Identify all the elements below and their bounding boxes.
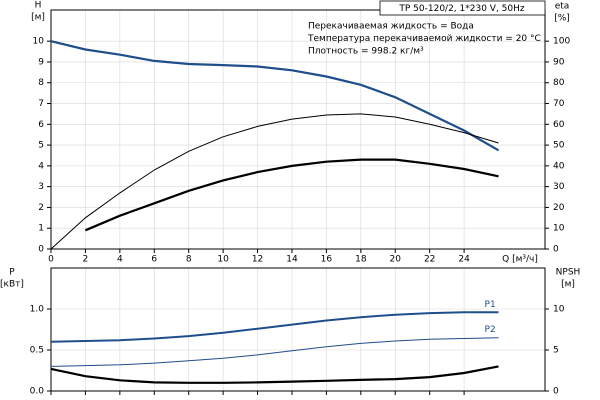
x-tick-label: 0 — [48, 255, 54, 265]
annotation: Температура перекачиваемой жидкости = 20… — [307, 34, 541, 44]
series-label: P2 — [485, 325, 496, 335]
y-tick-label: 8 — [38, 78, 44, 88]
y2-tick-label: 60 — [553, 120, 565, 130]
y-tick-label: 7 — [38, 99, 44, 109]
y-axis-label: [кВт] — [0, 280, 24, 290]
y-tick-label: 1 — [38, 224, 44, 234]
y-tick-label: 0 — [38, 245, 44, 255]
y-tick-label: 0.0 — [30, 387, 45, 397]
x-tick-label: 10 — [217, 255, 229, 265]
y-tick-label: 2 — [38, 203, 44, 213]
y2-axis-label: [%] — [554, 14, 570, 24]
y2-axis-label: eta — [555, 2, 570, 12]
y2-tick-label: 10 — [553, 224, 565, 234]
plot-frame — [50, 9, 546, 250]
series-line — [84, 158, 499, 232]
y-tick-label: 6 — [38, 120, 44, 130]
y2-tick-label: 0 — [553, 245, 559, 255]
series-line — [50, 365, 499, 384]
x-axis-label: Q [м³/ч] — [502, 255, 538, 265]
x-tick-label: 2 — [83, 255, 89, 265]
annotation: Перекачиваемая жидкость = Вода — [308, 22, 474, 32]
x-tick-label: 16 — [321, 255, 333, 265]
y-tick-label: 4 — [38, 161, 44, 171]
y-tick-label: 0.5 — [30, 346, 44, 356]
y-tick-label: 3 — [38, 182, 44, 192]
y2-tick-label: 70 — [553, 99, 565, 109]
y2-tick-label: 100 — [553, 37, 570, 47]
x-tick-label: 20 — [390, 255, 402, 265]
y-axis-label: H — [35, 1, 42, 11]
series-line — [50, 337, 499, 367]
annotation: Плотность = 998.2 кг/м³ — [308, 47, 424, 57]
title-box — [379, 0, 546, 16]
y-tick-label: 9 — [38, 57, 44, 67]
x-tick-label: 8 — [186, 255, 192, 265]
x-tick-label: 18 — [355, 255, 367, 265]
x-tick-label: 6 — [151, 255, 157, 265]
y2-tick-label: 80 — [553, 78, 565, 88]
x-tick-label: 14 — [286, 255, 298, 265]
series-label: P1 — [485, 300, 496, 310]
series-line — [50, 311, 499, 343]
x-tick-label: 24 — [458, 255, 470, 265]
y-axis-label: [м] — [31, 13, 45, 23]
y-axis-label: P — [9, 268, 15, 278]
plot-frame — [50, 267, 546, 392]
chart-title: TP 50-120/2, 1*230 V, 50Hz — [398, 4, 525, 14]
series-line — [50, 113, 499, 250]
y2-tick-label: 20 — [553, 203, 565, 213]
y2-tick-label: 50 — [553, 141, 565, 151]
y-tick-label: 1.0 — [30, 305, 45, 315]
x-tick-label: 12 — [252, 255, 263, 265]
y2-tick-label: 40 — [553, 161, 565, 171]
y2-axis-label: NPSH — [556, 268, 581, 278]
series-line — [50, 40, 500, 152]
y2-tick-label: 90 — [553, 57, 565, 67]
x-tick-label: 4 — [117, 255, 123, 265]
x-tick-label: 22 — [424, 255, 435, 265]
y2-tick-label: 0 — [553, 387, 559, 397]
y-tick-label: 5 — [38, 141, 44, 151]
y2-tick-label: 10 — [553, 305, 565, 315]
y-tick-label: 10 — [33, 37, 45, 47]
y2-tick-label: 30 — [553, 182, 565, 192]
y2-axis-label: [м] — [561, 280, 575, 290]
y2-tick-label: 5 — [553, 346, 559, 356]
